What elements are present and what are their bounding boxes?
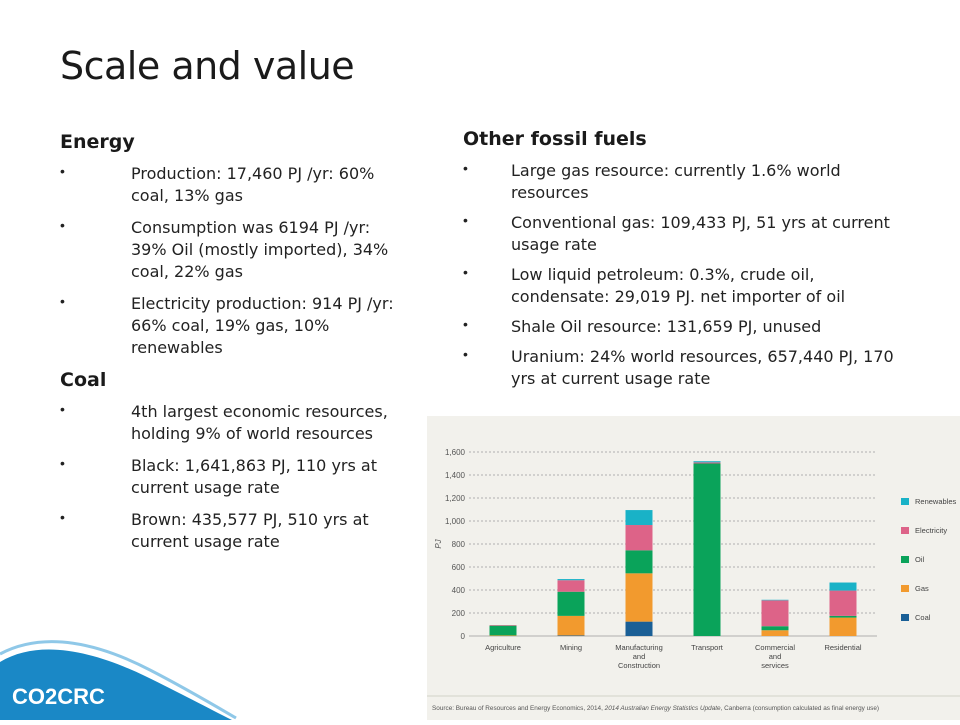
bar-segment-renewables [557, 579, 585, 581]
bullet-dot-icon: • [463, 212, 468, 228]
bar-segment-oil [761, 626, 789, 631]
bullet-dot-icon: • [463, 160, 468, 176]
bar-segment-renewables [693, 461, 721, 463]
x-tick-label: and [633, 652, 646, 661]
bar-segment-gas [761, 630, 789, 636]
right-column: Other fossil fuels • Large gas resource: … [463, 128, 903, 398]
logo-swoosh [0, 649, 232, 720]
stacked-bar-chart: 0 200 400 600 800 1,000 1,200 1,400 1,600 PJ Agric… [427, 448, 960, 712]
x-tick-label: and [769, 652, 782, 661]
x-tick-label: Transport [691, 643, 724, 652]
bar-segment-electricity [489, 625, 517, 626]
energy-heading: Energy [60, 131, 135, 153]
other-fossil-fuels-heading: Other fossil fuels [463, 128, 647, 150]
legend-swatch [901, 556, 909, 563]
x-tick-label: Agriculture [485, 643, 521, 652]
coal-bullet-list: • 4th largest economic resources, holding… [60, 401, 410, 553]
bar-segment-coal [557, 635, 585, 636]
y-axis-label: PJ [434, 538, 443, 548]
coal-bullet: • 4th largest economic resources, holding… [60, 401, 388, 443]
logo-graphic: CO2CRC [0, 640, 237, 720]
y-tick-label: 200 [452, 609, 466, 618]
bullet-dot-icon: • [60, 509, 65, 525]
legend-label: Coal [915, 613, 931, 622]
bar-segment-renewables [829, 582, 857, 591]
energy-bullet-list: • Production: 17,460 PJ /yr: 60% coal, 13… [60, 163, 410, 359]
coal-bullet: • Black: 1,641,863 PJ, 110 yrs at current… [60, 455, 377, 497]
y-tick-label: 1,000 [445, 517, 466, 526]
coal-heading: Coal [60, 369, 107, 391]
x-tick-label: services [761, 661, 789, 670]
fossil-bullet: • Low liquid petroleum: 0.3%, crude oil, … [463, 264, 846, 306]
y-tick-label: 1,600 [445, 448, 466, 457]
energy-bullet: • Consumption was 6194 PJ /yr: 39% Oil (m… [60, 217, 389, 281]
x-tick-label: Manufacturing [615, 643, 663, 652]
x-tick-label: Commercial [755, 643, 795, 652]
x-tick-label: Residential [824, 643, 861, 652]
y-tick-label: 1,200 [445, 494, 466, 503]
legend-swatch [901, 614, 909, 621]
bar-segment-oil [625, 550, 653, 574]
bar-segment-electricity [761, 600, 789, 627]
bar-segment-oil [693, 463, 721, 636]
legend-label: Oil [915, 555, 925, 564]
x-tick-label: Mining [560, 643, 582, 652]
energy-consumption-chart: 0 200 400 600 800 1,000 1,200 1,400 1,600 PJ Agric… [427, 416, 960, 720]
bar-segment-gas [489, 635, 517, 636]
legend-label: Renewables [915, 497, 957, 506]
energy-bullet: • Production: 17,460 PJ /yr: 60% coal, 13… [60, 163, 375, 205]
bar-segment-electricity [693, 462, 721, 464]
fossil-bullet: • Large gas resource: currently 1.6% worl… [463, 160, 841, 202]
legend-label: Electricity [915, 526, 947, 535]
bullet-dot-icon: • [60, 401, 65, 417]
bar-segment-oil [829, 615, 857, 618]
source-note: Source: Bureau of Resources and Energy E… [432, 705, 879, 712]
bullet-dot-icon: • [463, 346, 468, 362]
bullet-dot-icon: • [60, 217, 65, 233]
bar-segment-gas [625, 573, 653, 622]
slide-title: Scale and value [60, 44, 355, 88]
bar-segment-oil [489, 625, 517, 636]
legend-swatch [901, 498, 909, 505]
bullet-dot-icon: • [60, 455, 65, 471]
fossil-bullet: • Conventional gas: 109,433 PJ, 51 yrs at… [463, 212, 890, 254]
bar-segment-gas [829, 617, 857, 636]
legend-swatch [901, 585, 909, 592]
bar-segment-renewables [625, 510, 653, 526]
logo-text: CO2CRC [12, 684, 105, 709]
bullet-dot-icon: • [463, 264, 468, 280]
bullet-dot-icon: • [60, 163, 65, 179]
bullet-dot-icon: • [463, 316, 468, 332]
legend-label: Gas [915, 584, 929, 593]
y-tick-label: 600 [452, 563, 466, 572]
bar-segment-renewables [761, 599, 789, 601]
x-tick-label: Construction [618, 661, 660, 670]
legend-swatch [901, 527, 909, 534]
bar-segment-gas [557, 615, 585, 636]
fossil-bullet: • Uranium: 24% world resources, 657,440 P… [463, 346, 894, 388]
energy-bullet: • Electricity production: 914 PJ /yr: 66%… [60, 293, 394, 357]
bar-segment-electricity [557, 580, 585, 592]
y-tick-label: 400 [452, 586, 466, 595]
bar-segment-electricity [625, 525, 653, 551]
fossil-bullet: • Shale Oil resource: 131,659 PJ, unused [463, 316, 822, 336]
co2crc-logo: CO2CRC [0, 600, 240, 720]
coal-bullet: • Brown: 435,577 PJ, 510 yrs at current u… [60, 509, 369, 551]
y-tick-label: 0 [461, 632, 466, 641]
fossil-bullet-list: • Large gas resource: currently 1.6% worl… [463, 160, 903, 390]
logo-swoosh-line [0, 640, 237, 720]
bullet-dot-icon: • [60, 293, 65, 309]
bar-segment-oil [557, 591, 585, 616]
bar-segment-electricity [829, 590, 857, 616]
y-tick-label: 1,400 [445, 471, 466, 480]
bar-segment-coal [625, 621, 653, 636]
y-tick-label: 800 [452, 540, 466, 549]
left-column: Energy • Production: 17,460 PJ /yr: 60% c… [60, 128, 410, 563]
